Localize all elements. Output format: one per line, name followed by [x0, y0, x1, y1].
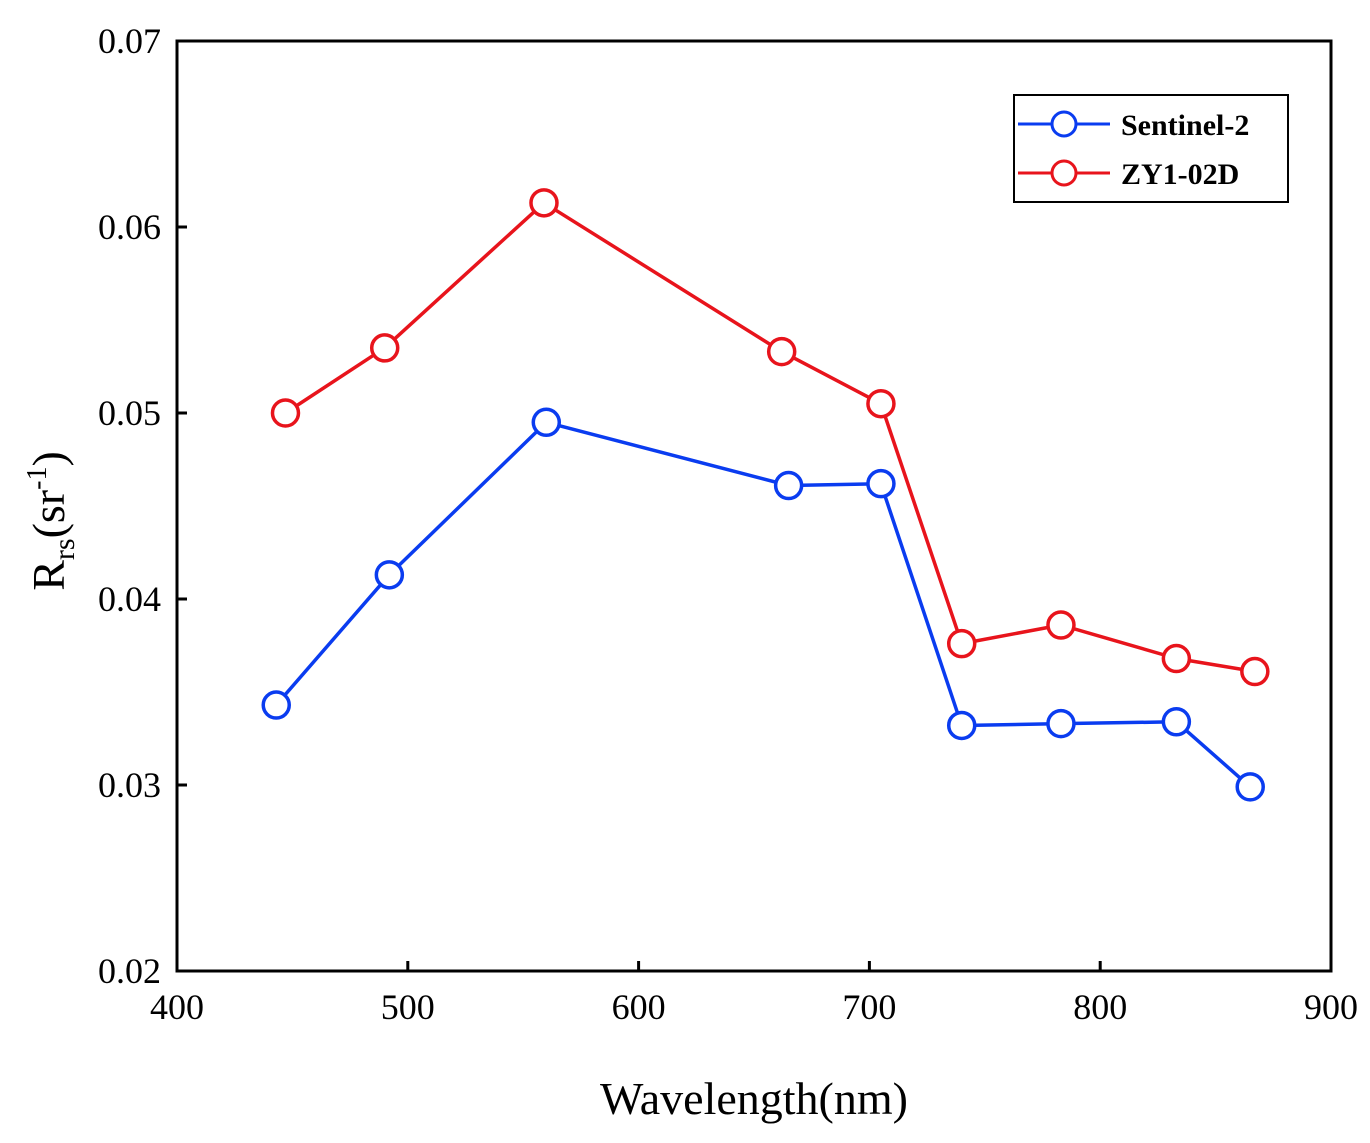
- legend-label-zy1-02d: ZY1-02D: [1121, 158, 1239, 191]
- y-tick-label: 0.07: [98, 21, 161, 61]
- x-axis-title: Wavelength(nm): [600, 1073, 908, 1124]
- x-tick-label: 900: [1304, 987, 1358, 1027]
- data-point-sentinel-2: [773, 470, 804, 501]
- x-axis: 400 500 600 700 800 900: [150, 961, 1358, 1027]
- y-tick-label: 0.04: [98, 579, 161, 619]
- data-point-sentinel-2: [1046, 708, 1076, 739]
- y-tick-label: 0.02: [98, 951, 161, 991]
- data-point-zy1-02d: [1240, 656, 1270, 687]
- data-point-sentinel-2: [1235, 772, 1265, 802]
- data-point-sentinel-2: [866, 468, 896, 499]
- y-axis-title-unit-open: (sr: [23, 490, 74, 539]
- data-point-sentinel-2: [374, 560, 405, 590]
- data-point-sentinel-2: [946, 710, 977, 741]
- y-axis-title-main: R: [23, 560, 74, 591]
- y-tick-label: 0.03: [98, 765, 161, 805]
- series-line-zy1-02d: [284, 201, 1256, 674]
- y-axis-title: Rrs(sr-1): [22, 451, 81, 591]
- data-point-sentinel-2: [531, 407, 562, 438]
- data-point-zy1-02d: [270, 398, 301, 428]
- data-point-zy1-02d: [766, 336, 797, 367]
- series-layer: [261, 188, 1270, 802]
- data-point-sentinel-2: [261, 690, 291, 720]
- y-axis-title-unit-close: ): [23, 451, 74, 466]
- plot-area-border: [175, 39, 1333, 973]
- legend-label-sentinel-2: Sentinel-2: [1121, 109, 1249, 142]
- x-tick-label: 800: [1073, 987, 1127, 1027]
- data-point-zy1-02d: [946, 628, 977, 659]
- data-point-zy1-02d: [866, 388, 896, 419]
- series-sentinel-2: [261, 407, 1265, 802]
- y-axis-title-sup: -1: [22, 467, 53, 490]
- data-point-sentinel-2: [1161, 707, 1192, 737]
- y-axis-title-sub: rs: [48, 538, 81, 560]
- data-point-zy1-02d: [369, 333, 400, 363]
- svg-text:Rrs(sr-1): Rrs(sr-1): [22, 451, 81, 591]
- x-tick-label: 700: [842, 987, 896, 1027]
- y-tick-label: 0.06: [98, 207, 161, 247]
- y-axis: 0.02 0.03 0.04 0.05 0.06 0.07: [98, 21, 187, 991]
- x-tick-label: 600: [612, 987, 666, 1027]
- series-line-sentinel-2: [274, 420, 1252, 789]
- x-tick-label: 400: [150, 987, 204, 1027]
- data-point-zy1-02d: [1046, 610, 1076, 640]
- legend: Sentinel-2 ZY1-02D: [1013, 94, 1289, 203]
- legend-marker-sentinel-2: [1050, 110, 1078, 138]
- series-zy1-02d: [270, 188, 1270, 687]
- data-point-zy1-02d: [1161, 643, 1192, 674]
- data-point-zy1-02d: [529, 188, 559, 218]
- legend-marker-zy1-02d: [1050, 159, 1078, 187]
- x-tick-label: 500: [381, 987, 435, 1027]
- y-tick-label: 0.05: [98, 393, 161, 433]
- plot-frame: [175, 39, 1333, 973]
